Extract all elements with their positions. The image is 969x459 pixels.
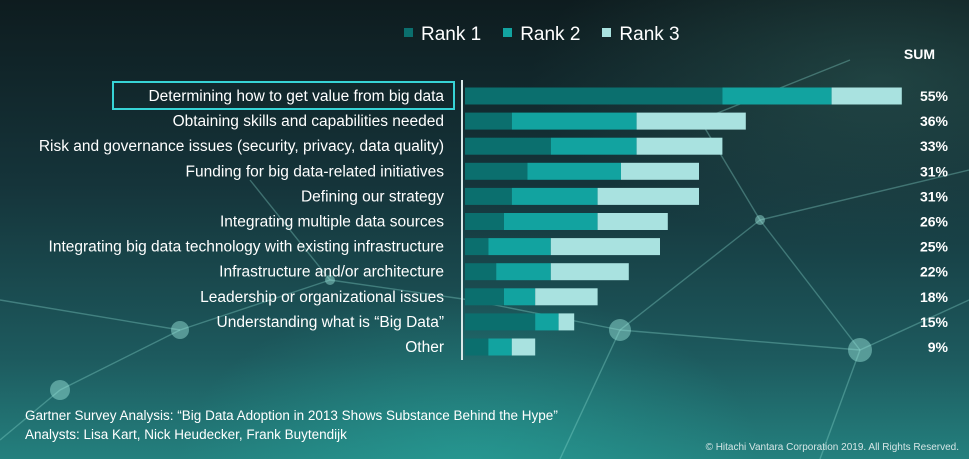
legend-swatch-rank-2: [503, 27, 513, 37]
bar-segment-rank-2: [511, 112, 637, 130]
category-label: Understanding what is “Big Data”: [217, 314, 444, 331]
bar-segment-rank-2: [488, 238, 551, 256]
sum-value-label: 33%: [920, 138, 949, 154]
legend-swatch-rank-3: [602, 27, 612, 37]
bar-segment-rank-3: [636, 112, 746, 130]
category-label: Integrating big data technology with exi…: [49, 239, 444, 256]
bar-segment-rank-2: [504, 288, 536, 306]
legend-label-rank-3: Rank 3: [619, 24, 680, 45]
bar-segment-rank-3: [597, 187, 699, 205]
bar-segment-rank-3: [550, 263, 629, 281]
bar-segment-rank-3: [621, 162, 699, 180]
bar-segment-rank-1: [465, 112, 512, 130]
bar-segment-rank-3: [597, 213, 668, 230]
bar-segment-rank-3: [535, 288, 598, 306]
bar-segment-rank-3: [831, 87, 902, 105]
bar-segment-rank-2: [504, 213, 598, 230]
category-label: Leadership or organizational issues: [200, 289, 444, 306]
category-label: Risk and governance issues (security, pr…: [39, 138, 444, 155]
bar-segment-rank-1: [465, 137, 551, 155]
category-label: Determining how to get value from big da…: [148, 88, 444, 105]
analysts-credit: Analysts: Lisa Kart, Nick Heudecker, Fra…: [25, 427, 347, 442]
bar-segment-rank-2: [535, 313, 559, 331]
sum-value-label: 31%: [920, 163, 949, 179]
bar-segment-rank-1: [465, 313, 536, 331]
bar-segment-rank-1: [465, 288, 504, 306]
bar-segment-rank-2: [511, 187, 598, 205]
bar-segment-rank-2: [722, 87, 832, 105]
category-label: Defining our strategy: [301, 188, 444, 205]
bar-segment-rank-3: [550, 238, 660, 256]
bar-segment-rank-1: [465, 162, 528, 180]
bar-segment-rank-2: [527, 162, 621, 180]
sum-value-label: 15%: [920, 314, 949, 330]
bar-segment-rank-1: [465, 238, 489, 256]
sum-value-label: 25%: [920, 239, 949, 255]
legend-item-rank-2: Rank 2: [503, 24, 580, 46]
sum-value-label: 26%: [920, 214, 949, 230]
legend-item-rank-1: Rank 1: [404, 24, 481, 46]
legend-swatch-rank-1: [404, 27, 413, 37]
highlight-box: [112, 81, 455, 110]
sum-value-label: 31%: [920, 188, 949, 204]
category-label: Obtaining skills and capabilities needed: [173, 113, 444, 130]
category-label: Other: [405, 339, 444, 356]
legend-label-rank-2: Rank 2: [520, 24, 581, 45]
copyright-notice: © Hitachi Vantara Corporation 2019. All …: [705, 442, 959, 453]
source-footer: Gartner Survey Analysis: “Big Data Adopt…: [25, 406, 558, 444]
sum-value-label: 9%: [928, 339, 949, 355]
sum-column-header: SUM: [903, 46, 935, 62]
sum-value-label: 22%: [920, 264, 949, 280]
bar-segment-rank-3: [511, 338, 536, 356]
sum-value-label: 18%: [920, 289, 949, 305]
bar-segment-rank-1: [465, 87, 723, 105]
bar-segment-rank-1: [465, 213, 504, 230]
bar-segment-rank-2: [496, 263, 551, 281]
legend-label-rank-1: Rank 1: [421, 24, 482, 45]
legend-item-rank-3: Rank 3: [602, 24, 680, 46]
chart-legend: Rank 1 Rank 2 Rank 3: [404, 24, 680, 46]
bar-segment-rank-3: [636, 137, 723, 155]
bar-segment-rank-1: [465, 263, 497, 281]
category-label: Funding for big data-related initiatives: [186, 163, 445, 180]
sum-value-label: 55%: [920, 88, 949, 104]
source-citation: Gartner Survey Analysis: “Big Data Adopt…: [25, 408, 558, 423]
category-label: Integrating multiple data sources: [220, 214, 444, 231]
sum-value-label: 36%: [920, 113, 949, 129]
bar-segment-rank-2: [550, 137, 637, 155]
bar-segment-rank-3: [558, 313, 575, 331]
bar-segment-rank-1: [465, 187, 512, 205]
bar-segment-rank-1: [465, 338, 489, 356]
bar-segment-rank-2: [488, 338, 512, 356]
category-label: Infrastructure and/or architecture: [219, 264, 444, 281]
